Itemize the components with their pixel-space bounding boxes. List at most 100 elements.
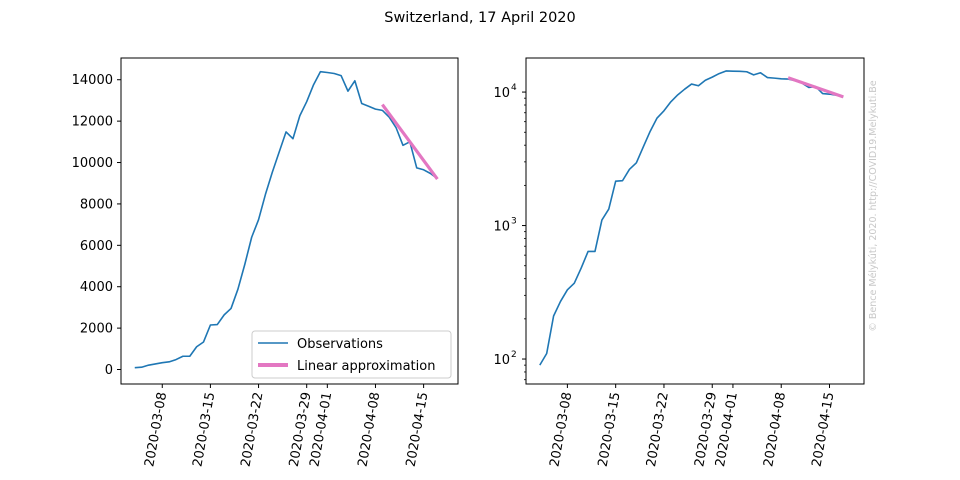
left-data-point-observations [347,91,348,92]
left-data-point-observations [265,194,266,195]
right-y-tick-label-base: 10 [493,353,510,368]
left-data-point-observations [334,73,335,74]
right-data-point-observations [629,169,630,170]
right-data-point-observations [691,83,692,84]
left-data-point-observations [279,151,280,152]
left-data-point-observations [148,365,149,366]
left-data-point-observations [134,367,135,368]
left-data-point-observations [162,362,163,363]
left-data-point-observations [306,101,307,102]
left-data-point-observations [182,356,183,357]
right-data-point-observations [822,93,823,94]
left-data-point-observations [354,80,355,81]
legend: Observations Linear approximation [251,330,452,379]
right-data-point-observations [712,77,713,78]
right-data-point-observations [753,74,754,75]
left-data-point-observations [292,138,293,139]
right-y-tick-label: 10 4 [493,83,517,101]
legend-label-linear-approximation: Linear approximation [297,359,435,374]
right-data-point-observations [677,94,678,95]
right-data-point-linear-approximation [843,96,844,97]
right-y-tick-label: 10 2 [493,350,516,368]
right-data-point-observations [587,251,588,252]
right-data-point-observations [663,110,664,111]
left-data-point-observations [313,84,314,85]
left-y-tick-label: 8000 [80,197,113,212]
left-data-point-observations [175,359,176,360]
left-data-point-linear-approximation [437,178,438,179]
right-series-line-linear-approximation [787,76,844,99]
right-data-point-observations [608,208,609,209]
left-series-line-linear-approximation [381,103,439,181]
right-y-tick-label-exponent: 2 [511,350,517,360]
right-y-tick-label-exponent: 4 [511,83,517,93]
right-data-point-observations [808,87,809,88]
right-series-layer [539,70,844,366]
left-data-point-observations [402,145,403,146]
left-data-point-observations [189,356,190,357]
right-data-point-observations [567,289,568,290]
left-data-point-observations [251,237,252,238]
right-y-tick-label-exponent: 3 [511,217,517,227]
right-y-tick-label: 10 3 [493,217,516,235]
right-data-point-observations [698,85,699,86]
right-data-point-observations [719,73,720,74]
left-y-tick-label: 4000 [80,280,113,295]
left-data-point-observations [237,289,238,290]
right-data-point-observations [656,117,657,118]
right-data-point-observations [725,70,726,71]
right-data-point-observations [767,77,768,78]
right-data-point-observations [670,101,671,102]
right-data-point-observations [650,131,651,132]
left-data-point-observations [217,324,218,325]
left-data-point-observations [368,106,369,107]
left-data-point-observations [327,72,328,73]
right-y-tick-label-base: 10 [493,220,510,235]
right-data-point-observations [581,268,582,269]
left-data-point-observations [320,71,321,72]
right-data-point-observations [732,71,733,72]
right-y-tick-label-base: 10 [493,86,510,101]
right-data-point-observations [553,315,554,316]
right-plot-frame [525,57,865,385]
right-data-point-observations [636,162,637,163]
left-y-tick-label: 12000 [72,115,113,130]
left-data-point-observations [423,169,424,170]
left-series-layer [134,70,439,369]
left-data-point-observations [258,219,259,220]
left-data-point-observations [340,75,341,76]
left-data-point-observations [272,172,273,173]
right-data-point-observations [615,181,616,182]
right-data-point-observations [705,80,706,81]
right-data-point-observations [574,283,575,284]
right-data-point-observations [546,353,547,354]
right-data-point-observations [539,365,540,366]
right-data-point-observations [746,71,747,72]
right-data-point-observations [622,180,623,181]
right-data-point-observations [739,71,740,72]
right-data-point-observations [560,301,561,302]
left-data-point-observations [224,314,225,315]
left-data-point-observations [230,308,231,309]
left-series-line-observations [134,70,438,369]
left-data-point-observations [155,363,156,364]
right-data-point-observations [601,219,602,220]
watermark-text: © Bence Mélykúti, 2020. http://COVID19.M… [868,80,879,331]
left-data-point-observations [244,264,245,265]
right-data-point-observations [760,72,761,73]
right-data-point-observations [774,78,775,79]
left-data-point-linear-approximation [382,104,383,105]
right-data-point-observations [781,78,782,79]
left-plot-frame [120,57,459,385]
right-data-point-observations [684,89,685,90]
left-y-tick-label: 2000 [80,322,113,337]
right-data-point-observations [594,251,595,252]
left-data-point-observations [299,115,300,116]
left-data-point-observations [169,361,170,362]
left-data-point-observations [430,173,431,174]
right-data-point-linear-approximation [788,77,789,78]
left-y-tick-label: 0 [105,363,113,378]
left-y-tick-label: 14000 [72,73,113,88]
right-data-point-observations [643,146,644,147]
